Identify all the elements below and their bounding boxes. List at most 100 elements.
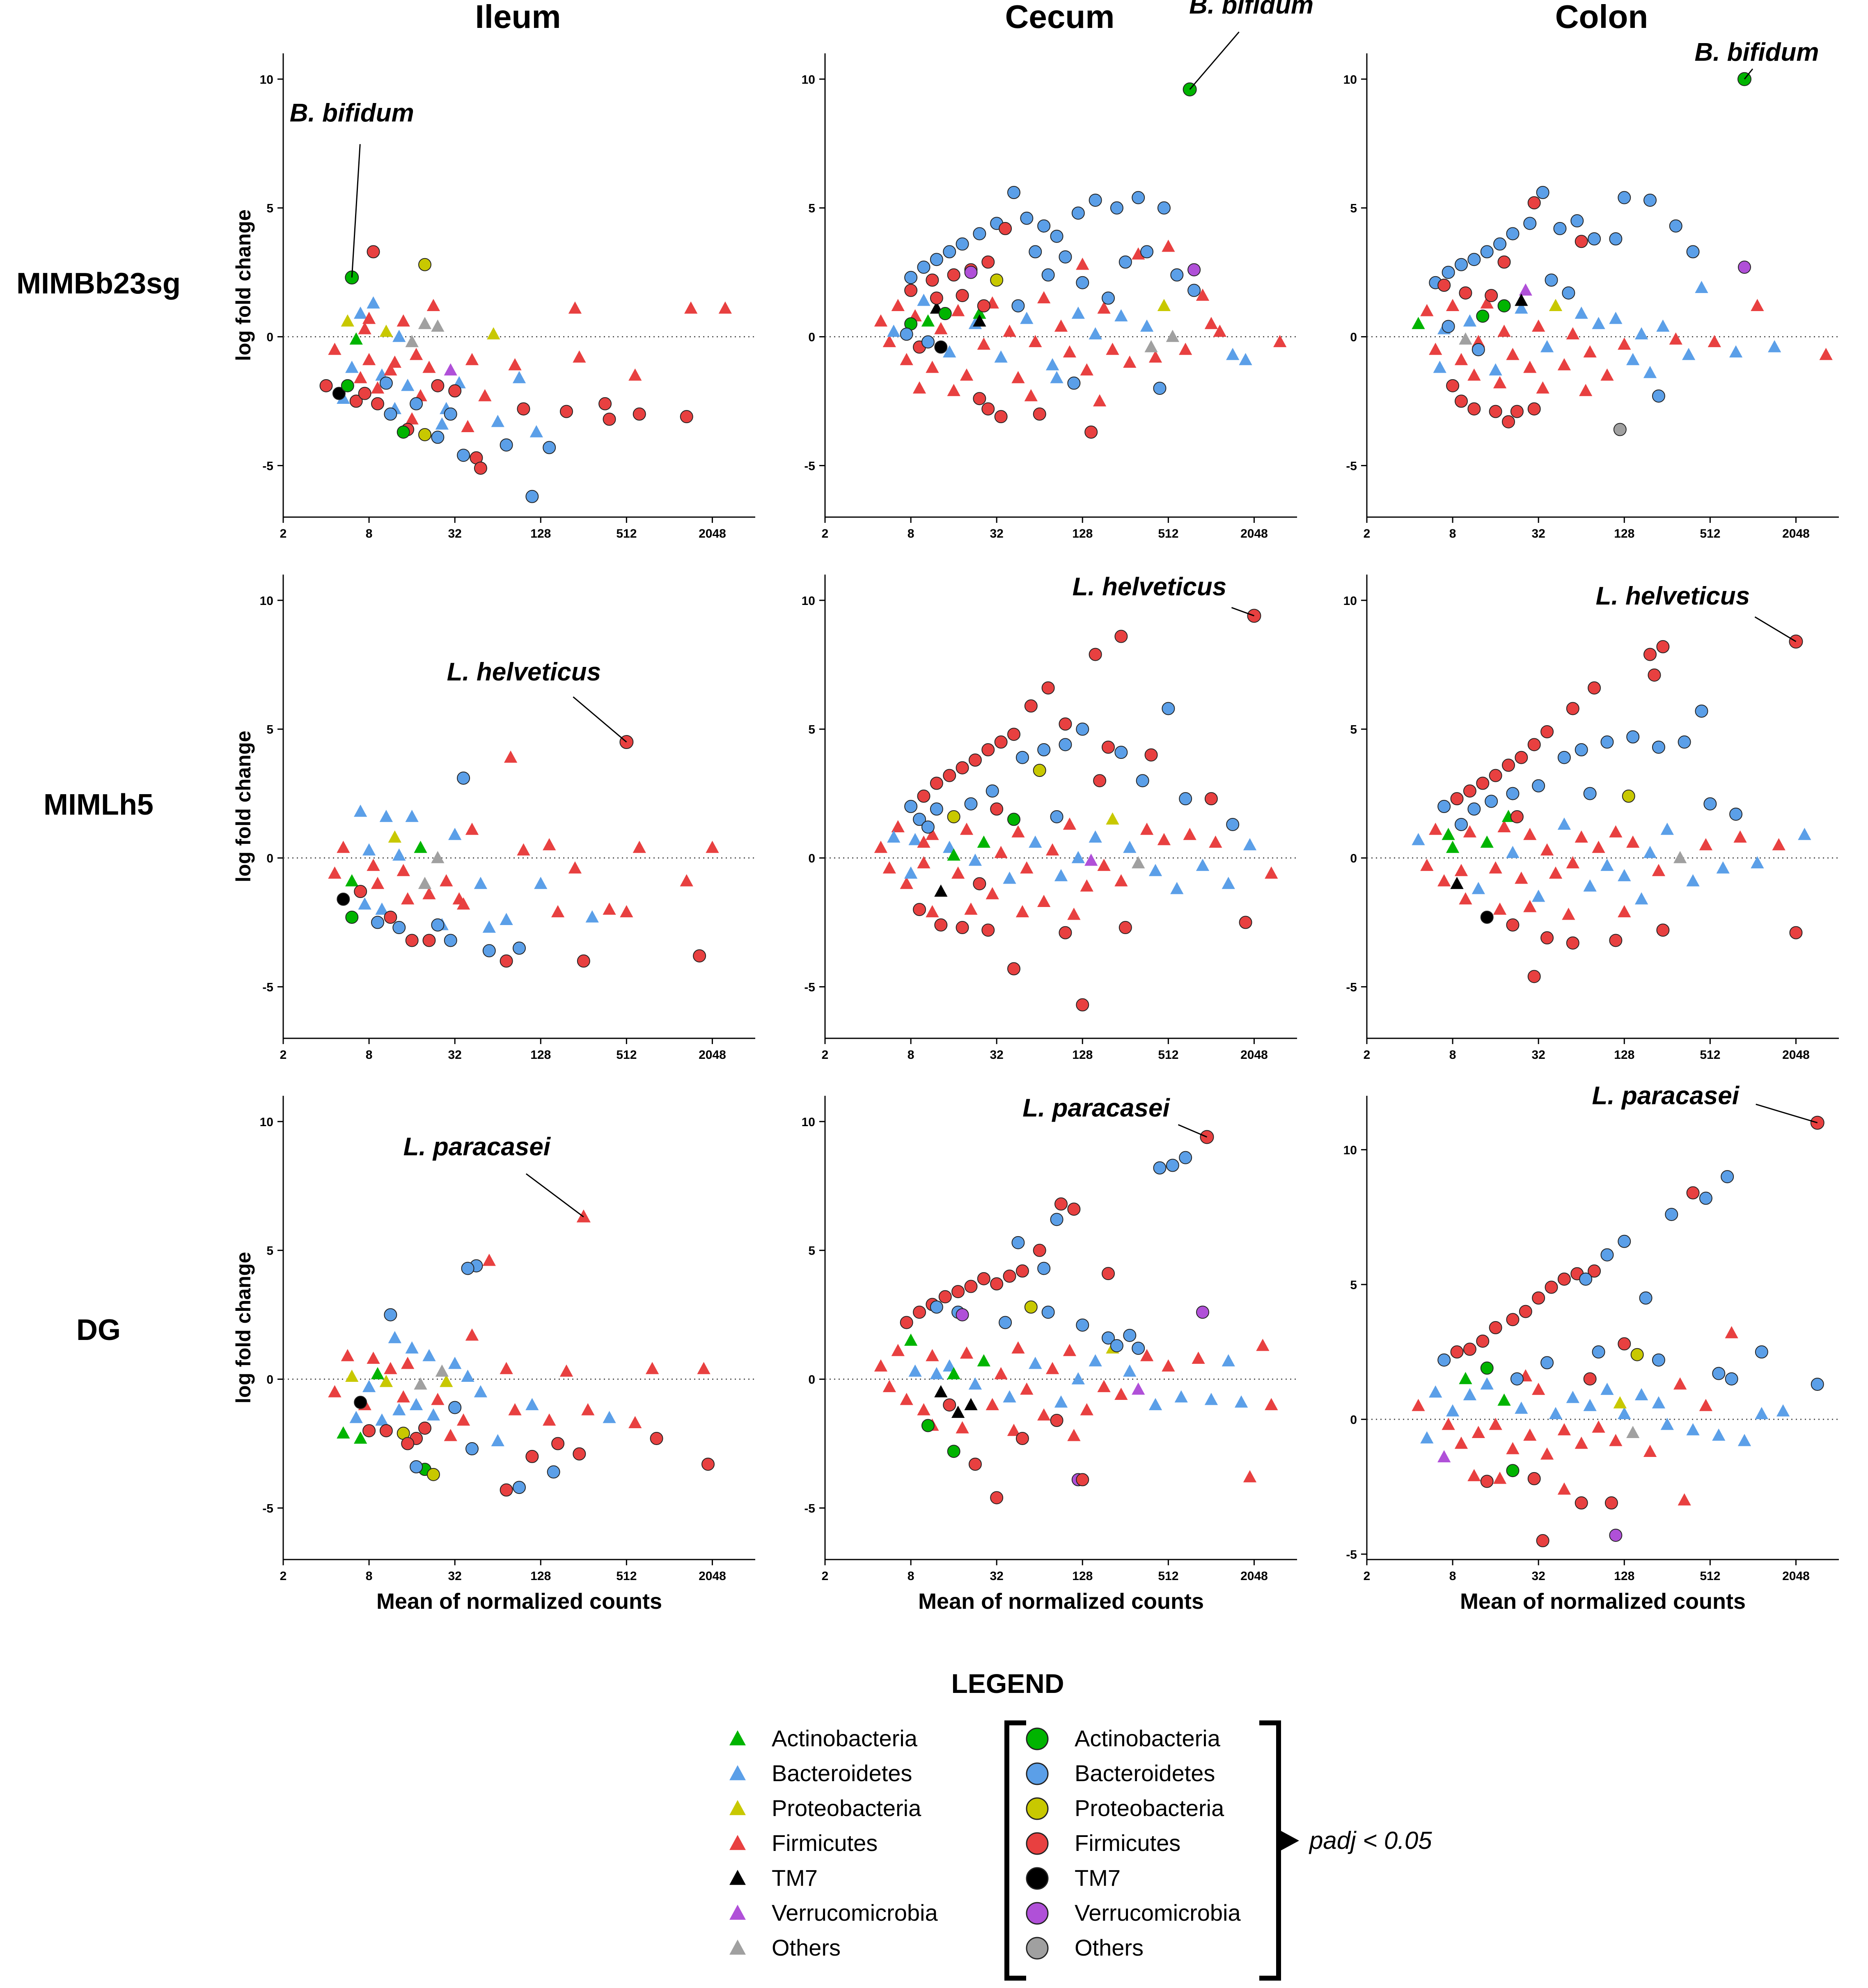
sig-point-firmicutes (981, 743, 995, 756)
sig-point-bacteroidetes (1059, 738, 1072, 751)
sig-point-firmicutes (1656, 923, 1670, 937)
sig-point-tm7 (332, 387, 346, 400)
sig-point-bacteroidetes (1037, 1262, 1051, 1275)
ns-point-firmicutes (362, 311, 376, 324)
sig-point-bacteroidetes (956, 237, 969, 251)
ns-point-tm7 (964, 1398, 978, 1411)
ns-point-bacteroidetes (1222, 1354, 1235, 1367)
ns-point-firmicutes (500, 1362, 513, 1374)
y-tick-label: -5 (804, 980, 815, 994)
sig-point-bacteroidetes (1166, 1159, 1179, 1172)
y-tick-label: 5 (1350, 723, 1357, 737)
ns-point-actinobacteria (1459, 1372, 1472, 1384)
ns-point-actinobacteria (345, 874, 359, 886)
sig-point-firmicutes (977, 1272, 990, 1285)
sig-point-firmicutes (1102, 740, 1115, 754)
y-tick-label: -5 (1346, 980, 1357, 994)
sig-point-firmicutes (1510, 810, 1524, 824)
ns-point-bacteroidetes (388, 1331, 401, 1343)
ns-point-firmicutes (508, 358, 522, 371)
sig-point-firmicutes (1656, 640, 1670, 653)
ns-point-firmicutes (1204, 317, 1218, 329)
ns-point-firmicutes (1256, 1338, 1270, 1351)
sig-point-bacteroidetes (1545, 273, 1558, 287)
sig-point-verrucomicrobia (1187, 263, 1201, 277)
ns-point-others (1626, 1426, 1640, 1438)
ns-point-firmicutes (1463, 825, 1477, 838)
sig-point-firmicutes (956, 761, 969, 774)
sig-point-bacteroidetes (457, 771, 470, 785)
ns-point-others (1673, 851, 1687, 863)
sig-point-firmicutes (1102, 1267, 1115, 1280)
sig-point-bacteroidetes (1643, 193, 1657, 207)
y-tick-label: -5 (262, 1502, 273, 1515)
ns-point-bacteroidetes (908, 833, 922, 845)
sig-point-firmicutes (913, 1305, 926, 1319)
ns-point-actinobacteria (371, 1367, 385, 1379)
ns-point-bacteroidetes (1480, 1377, 1494, 1390)
sig-point-bacteroidetes (513, 941, 526, 955)
sig-point-firmicutes (1476, 776, 1490, 790)
sig-point-firmicutes (1536, 1534, 1549, 1548)
legend-circle-firmicutes (1026, 1832, 1049, 1855)
sig-point-firmicutes (1566, 702, 1579, 715)
sig-point-bacteroidetes (1562, 286, 1575, 300)
y-tick-label: 5 (1350, 1278, 1357, 1292)
sig-point-bacteroidetes (1076, 722, 1089, 736)
sig-point-actinobacteria (397, 425, 410, 439)
x-tick-label: 32 (990, 1569, 1003, 1583)
sig-point-bacteroidetes (1575, 743, 1588, 756)
sig-point-firmicutes (981, 255, 995, 269)
ns-point-bacteroidetes (968, 1377, 982, 1390)
ns-point-firmicutes (926, 360, 939, 373)
sig-point-bacteroidetes (431, 918, 445, 932)
ns-point-firmicutes (543, 1413, 556, 1426)
ns-point-proteobacteria (345, 1370, 359, 1382)
ns-point-bacteroidetes (1686, 874, 1700, 886)
legend-triangle-label: Bacteroidetes (772, 1760, 912, 1786)
sig-point-verrucomicrobia (1609, 1528, 1623, 1542)
sig-point-bacteroidetes (1157, 201, 1171, 215)
ns-point-bacteroidetes (1618, 1407, 1631, 1419)
ns-point-firmicutes (1140, 1349, 1154, 1361)
ns-point-firmicutes (964, 902, 978, 915)
ns-point-others (435, 1364, 449, 1377)
sig-point-bacteroidetes (1506, 787, 1520, 800)
sig-point-firmicutes (994, 735, 1008, 749)
x-tick-label: 512 (1158, 1569, 1178, 1583)
panel-dg-cecum: 10 5 0 -5 2 8 32 128 512 2048 Mean of normalized c… (802, 1094, 1297, 1614)
sig-point-bacteroidetes (1102, 1331, 1115, 1345)
ns-point-firmicutes (628, 368, 642, 381)
ns-point-bacteroidetes (1446, 1404, 1460, 1417)
sig-point-firmicutes (1084, 425, 1098, 439)
ns-point-bacteroidetes (461, 1370, 474, 1382)
sig-point-firmicutes (1566, 936, 1579, 950)
sig-point-bacteroidetes (1442, 266, 1455, 279)
ns-point-proteobacteria (440, 1374, 453, 1387)
legend-circle-bacteroidetes (1026, 1762, 1049, 1785)
sig-point-bacteroidetes (513, 1481, 526, 1494)
ns-point-firmicutes (1045, 1362, 1059, 1374)
ns-point-firmicutes (628, 1416, 642, 1429)
ns-point-firmicutes (1751, 299, 1764, 311)
sig-point-firmicutes (1515, 751, 1528, 764)
ns-point-firmicutes (1497, 325, 1511, 337)
sig-point-bacteroidetes (1187, 284, 1201, 297)
ns-point-firmicutes (645, 1362, 659, 1374)
ns-point-firmicutes (401, 892, 415, 905)
x-tick-label: 8 (1449, 1048, 1456, 1062)
ns-point-bacteroidetes (1768, 340, 1781, 353)
y-axis-title: log fold change (232, 731, 255, 882)
y-tick-label: 0 (808, 1373, 815, 1387)
sig-point-firmicutes (474, 461, 487, 475)
ns-point-firmicutes (341, 1349, 354, 1361)
sig-point-bacteroidetes (1600, 735, 1614, 749)
sig-point-bacteroidetes (1136, 774, 1149, 788)
ns-point-bacteroidetes (405, 1341, 419, 1354)
sig-point-bacteroidetes (1226, 818, 1240, 831)
sig-point-firmicutes (1033, 407, 1046, 421)
sig-point-bacteroidetes (465, 1442, 479, 1456)
ns-point-firmicutes (1725, 1326, 1738, 1338)
legend-triangle-others (729, 1940, 746, 1955)
x-tick-label: 2 (280, 527, 287, 541)
